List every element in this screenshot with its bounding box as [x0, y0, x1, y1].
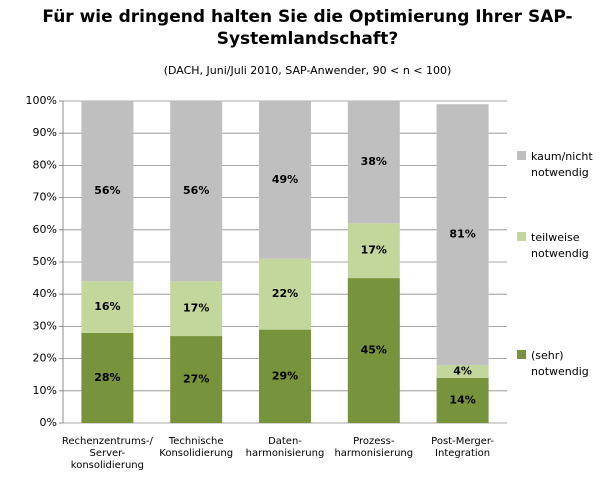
chart-subtitle: (DACH, Juni/Juli 2010, SAP-Anwender, 90 … — [163, 64, 452, 77]
y-tick-label: 20% — [33, 352, 57, 365]
x-tick-label: Daten- harmonisierung — [245, 436, 325, 459]
bar-segment — [436, 104, 489, 366]
x-tick-label: Post-Merger- Integration — [431, 436, 494, 459]
y-tick-label: 60% — [33, 223, 57, 236]
bar-segment — [347, 101, 400, 224]
y-tick-label: 10% — [33, 384, 57, 397]
bar-segment — [81, 332, 134, 423]
bar-segment — [81, 281, 134, 333]
legend-label: teilweise notwendig — [531, 231, 589, 260]
legend-label: (sehr) notwendig — [531, 349, 589, 378]
value-label: 22% — [272, 287, 298, 300]
bar-segment — [347, 223, 400, 279]
value-label: 4% — [453, 364, 472, 377]
bar-segment — [81, 101, 134, 282]
bar-segment — [347, 278, 400, 423]
legend-swatch — [517, 350, 526, 359]
bar-segment — [259, 329, 311, 423]
value-label: 49% — [272, 173, 298, 186]
value-label: 56% — [94, 184, 120, 197]
value-label: 29% — [272, 369, 298, 382]
y-tick-label: 80% — [33, 158, 57, 171]
value-label: 17% — [361, 244, 387, 257]
bar-segment — [170, 281, 223, 337]
x-tick-label: Rechenzentrums-/ Server- konsolidierung — [61, 436, 153, 471]
legend-swatch — [517, 232, 526, 241]
y-tick-label: 40% — [33, 287, 57, 300]
y-tick-label: 50% — [33, 255, 57, 268]
bar-segment — [259, 258, 311, 330]
value-label: 38% — [361, 155, 387, 168]
value-label: 45% — [361, 344, 387, 357]
y-tick-label: 30% — [33, 319, 57, 332]
value-label: 17% — [183, 302, 209, 315]
x-tick-label: Technische Konsolidierung — [159, 436, 234, 459]
legend-swatch — [517, 151, 526, 160]
bar-segment — [436, 365, 489, 378]
bar-segment — [259, 101, 311, 259]
value-label: 27% — [183, 373, 209, 386]
y-tick-label: 100% — [26, 94, 57, 107]
legend-label: kaum/nicht notwendig — [531, 150, 593, 179]
y-tick-label: 90% — [33, 126, 57, 139]
value-label: 56% — [183, 184, 209, 197]
value-label: 16% — [94, 300, 120, 313]
y-tick-label: 0% — [40, 416, 57, 429]
chart-title: Für wie dringend halten Sie die Optimier… — [42, 7, 573, 49]
bar-segment — [436, 377, 489, 423]
value-label: 81% — [449, 228, 475, 241]
bar-segment — [170, 336, 223, 423]
bar-segment — [170, 101, 223, 282]
value-label: 28% — [94, 371, 120, 384]
x-tick-label: Prozess- harmonisierung — [334, 436, 414, 459]
y-tick-label: 70% — [33, 191, 57, 204]
value-label: 14% — [449, 393, 475, 406]
